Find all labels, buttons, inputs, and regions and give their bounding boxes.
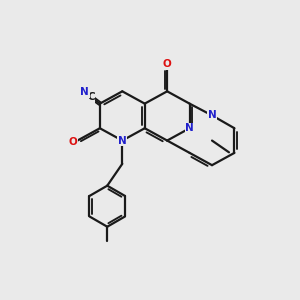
Text: N: N <box>80 87 89 97</box>
Text: N: N <box>208 110 216 120</box>
Text: O: O <box>68 137 77 147</box>
Text: C: C <box>87 92 95 102</box>
Text: N: N <box>185 123 194 133</box>
Text: N: N <box>118 136 127 146</box>
Text: O: O <box>163 59 172 69</box>
